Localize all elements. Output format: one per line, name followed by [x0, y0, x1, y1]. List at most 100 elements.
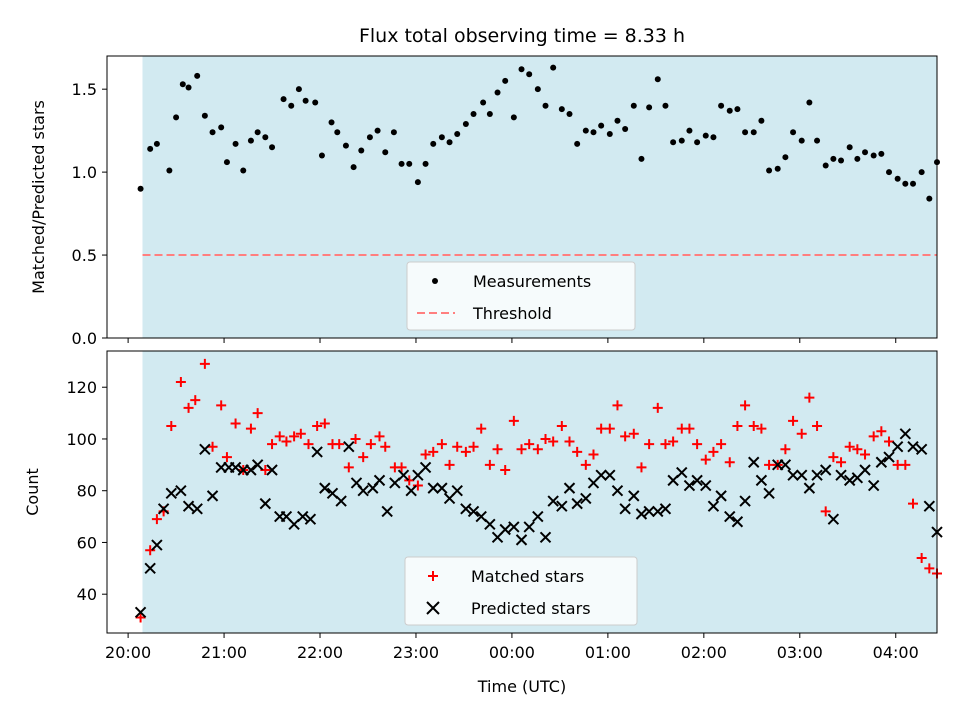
matched-stars-point [492, 444, 503, 455]
y-tick-label: 1.0 [72, 163, 97, 182]
matched-stars-point [604, 423, 615, 434]
matched-stars-point [684, 423, 695, 434]
y-tick-label: 60 [77, 533, 97, 552]
measurement-point [166, 167, 173, 174]
measurement-point [247, 137, 254, 144]
measurement-point [312, 99, 319, 106]
matched-stars-point [145, 545, 156, 556]
matched-stars-point [460, 446, 471, 457]
matched-stars-point [540, 433, 551, 444]
matched-stars-point [274, 431, 285, 442]
measurement-point [269, 144, 276, 151]
y-tick-label: 0.5 [72, 246, 97, 265]
predicted-stars-point [819, 464, 832, 476]
measurement-point [726, 107, 733, 114]
predicted-stars-point [891, 441, 904, 453]
matched-stars-point [221, 452, 232, 463]
matched-stars-point [404, 475, 415, 486]
predicted-stars-point [580, 492, 592, 505]
matched-stars-point [374, 431, 385, 442]
measurement-point [302, 97, 309, 104]
x-tick-label: 03:00 [777, 643, 823, 662]
measurement-point [406, 160, 413, 167]
predicted-stars-point [843, 474, 856, 487]
predicted-stars-point [875, 456, 888, 468]
measurement-point [502, 77, 509, 84]
predicted-stars-point [144, 562, 156, 575]
x-tick-label: 04:00 [873, 643, 919, 662]
measurement-point [414, 179, 421, 186]
legend-measurement-marker [432, 278, 438, 284]
predicted-stars-point [867, 479, 880, 492]
predicted-stars-point [715, 490, 727, 502]
legend-label: Measurements [473, 272, 591, 291]
legend-box [404, 556, 638, 626]
measurement-point [510, 114, 517, 121]
y-tick-label: 120 [66, 378, 97, 397]
matched-stars-point [396, 462, 407, 473]
measurement-point [232, 140, 239, 147]
predicted-stars-point [556, 500, 568, 512]
matched-stars-point [199, 358, 210, 369]
measurement-point [694, 139, 701, 146]
matched-stars-point [652, 402, 663, 413]
predicted-stars-point [748, 456, 760, 468]
y-axis-label: Matched/Predicted stars [29, 100, 48, 294]
predicted-stars-point [245, 464, 257, 476]
matched-stars-point [350, 433, 361, 444]
measurement-point [366, 134, 373, 141]
measurement-point [438, 134, 445, 141]
measurement-point [606, 130, 613, 137]
predicted-stars-point [467, 505, 480, 518]
matched-stars-point [788, 415, 799, 426]
measurement-point [598, 122, 605, 129]
measurement-point [382, 149, 389, 156]
matched-stars-point [319, 418, 330, 429]
matched-stars-point [748, 421, 759, 432]
measurement-point [430, 140, 437, 147]
measurement-point [774, 165, 781, 172]
predicted-stars-point [811, 469, 823, 481]
axes-frame [106, 55, 938, 339]
measurement-point [766, 167, 773, 174]
measurement-point [622, 125, 629, 132]
matched-stars-point [444, 459, 455, 470]
predicted-stars-point [460, 503, 472, 515]
measurement-point [742, 129, 749, 136]
measurement-point [534, 86, 541, 93]
measurement-point [846, 144, 853, 151]
matched-stars-point [548, 436, 559, 447]
matched-stars-point [166, 421, 177, 432]
predicted-stars-point [683, 479, 696, 492]
predicted-stars-point [659, 503, 672, 515]
matched-stars-point [476, 423, 487, 434]
measurement-point [446, 139, 453, 146]
matched-stars-point [358, 452, 369, 463]
matched-stars-point [668, 436, 679, 447]
matched-stars-point [580, 459, 591, 470]
matched-stars-point [380, 441, 391, 452]
figure-title: Flux total observing time = 8.33 h [359, 25, 685, 47]
predicted-stars-point [795, 469, 808, 481]
matched-stars-point [636, 462, 647, 473]
measurement-point [288, 102, 295, 109]
matched-stars-point [484, 459, 495, 470]
measurement-point [870, 152, 877, 159]
predicted-stars-point [206, 490, 219, 502]
matched-stars-point [312, 421, 323, 432]
x-tick-label: 20:00 [105, 643, 151, 662]
matched-stars-point [289, 431, 300, 442]
predicted-stars-point [731, 516, 744, 528]
matched-stars-point [190, 395, 201, 406]
matched-stars-point [876, 426, 887, 437]
predicted-stars-point [787, 469, 799, 481]
measurement-point [798, 137, 805, 144]
matched-stars-point [900, 459, 911, 470]
predicted-stars-point [297, 510, 309, 523]
measurement-point [574, 140, 581, 147]
measurement-point [218, 124, 225, 131]
matched-stars-point [556, 421, 567, 432]
y-axis-label: Count [23, 468, 42, 516]
matched-stars-point [532, 444, 543, 455]
predicted-stars-point [724, 510, 736, 523]
